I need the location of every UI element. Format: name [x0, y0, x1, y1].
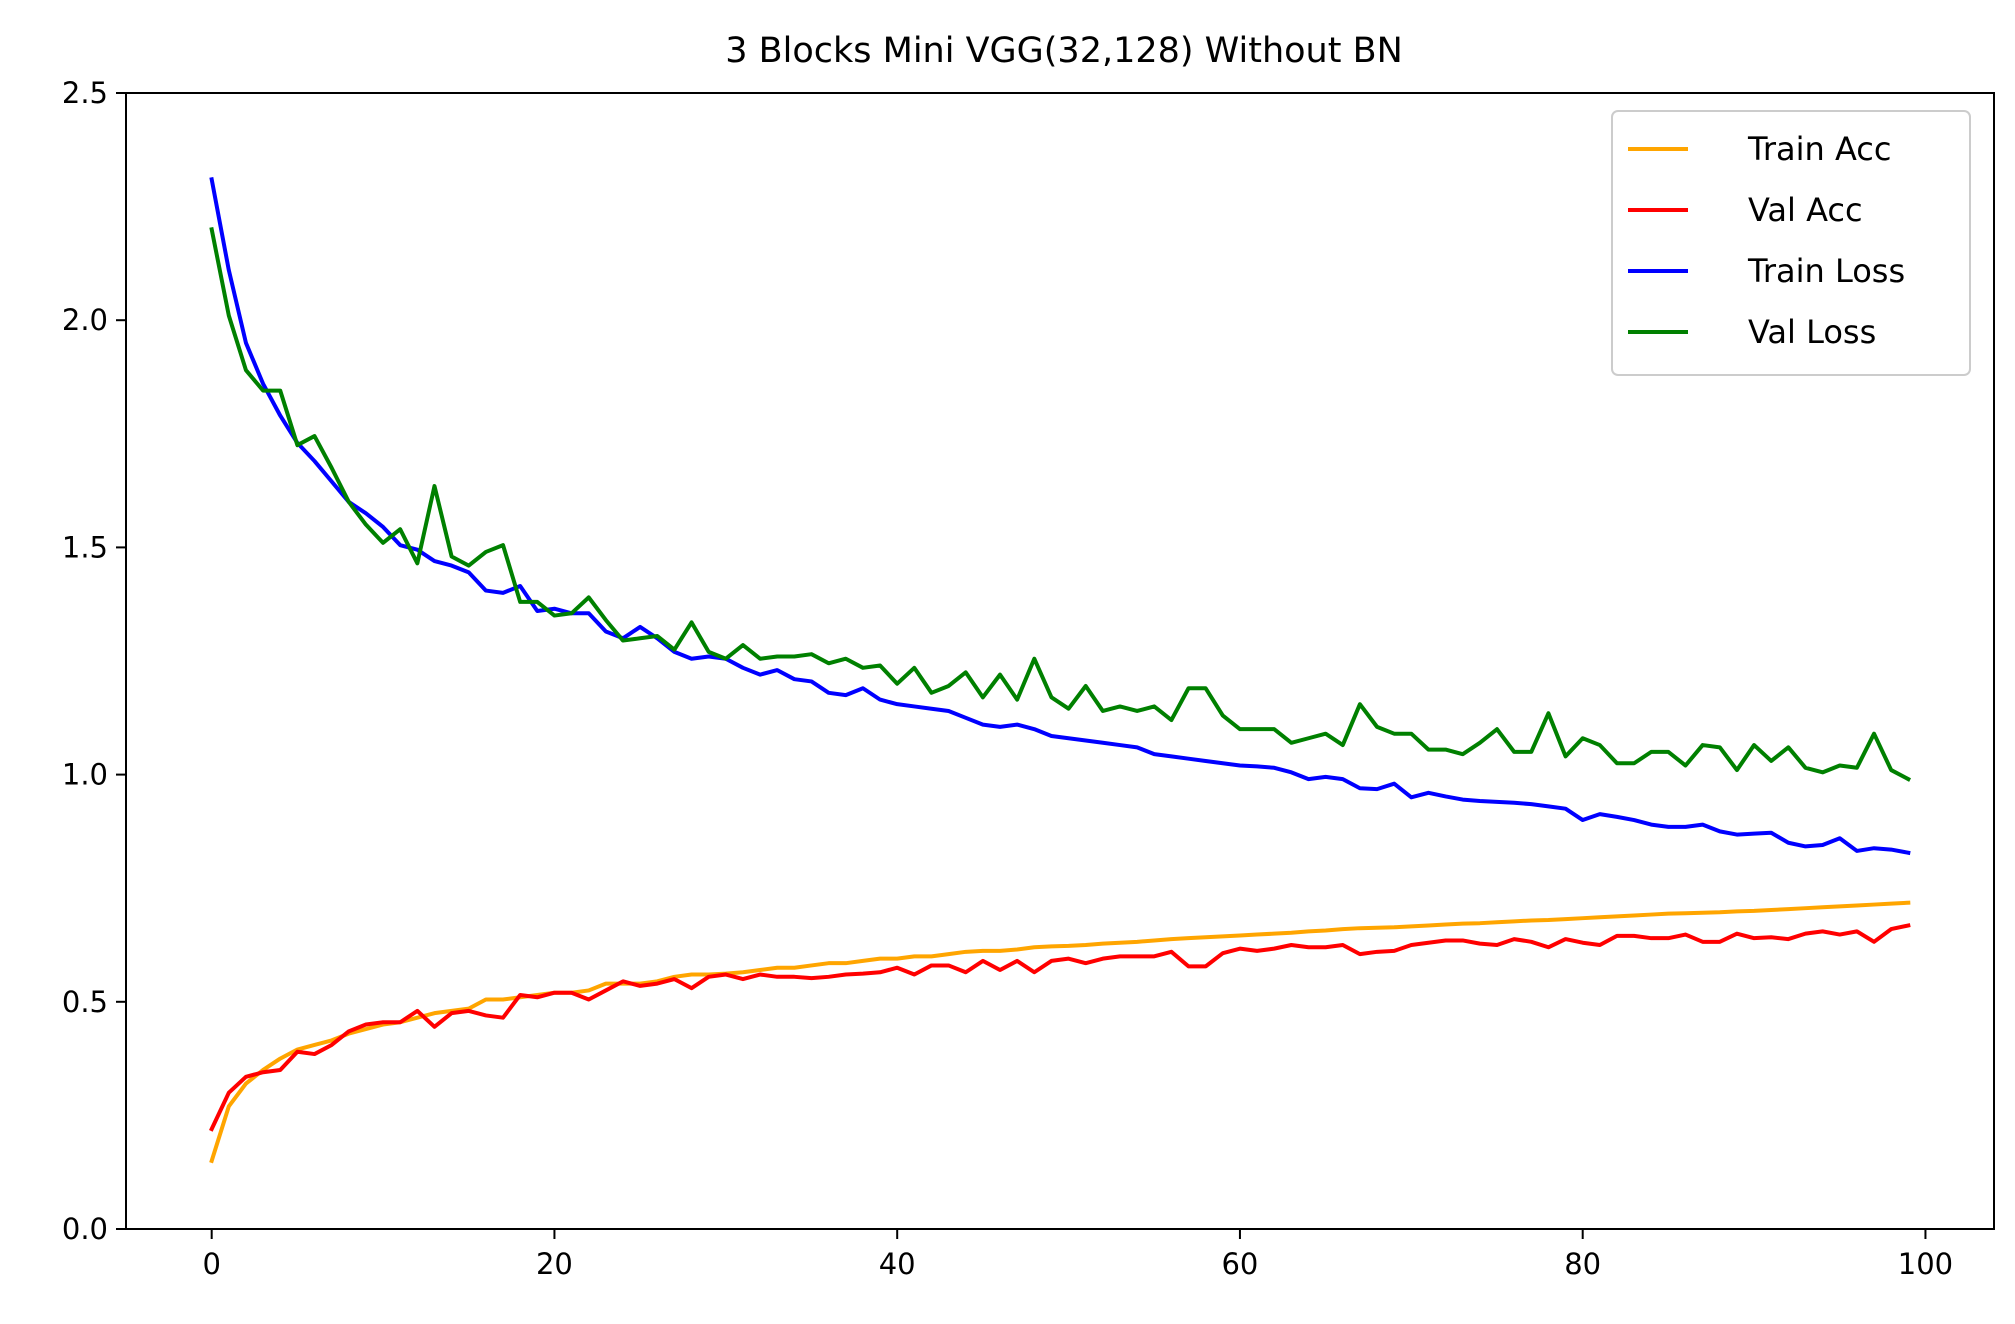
plot-area [209, 177, 1912, 1164]
y-tick-label: 1.0 [62, 758, 108, 792]
x-tick-label: 100 [1898, 1247, 1953, 1281]
chart-title: 3 Blocks Mini VGG(32,128) Without BN [725, 31, 1403, 71]
series-line-val-loss [209, 226, 1912, 782]
y-tick-label: 2.0 [62, 303, 108, 337]
axes: 0 20 40 60 80 100 0.0 0.5 1.0 1.5 2.0 2.5 [62, 76, 1995, 1281]
legend-box [1611, 110, 1971, 376]
legend-label-val-acc: Val Acc [1748, 191, 1863, 229]
x-tick-label: 20 [536, 1247, 573, 1281]
x-tick-label: 40 [879, 1247, 916, 1281]
x-tick-label: 80 [1564, 1247, 1601, 1281]
series-line-train-loss [209, 177, 1911, 856]
y-tick-label: 0.5 [62, 985, 108, 1019]
y-tick-label: 2.5 [62, 76, 108, 110]
x-tick-label: 0 [202, 1247, 220, 1281]
plot-frame [125, 92, 1995, 1230]
y-tick-label: 1.5 [62, 530, 108, 564]
series-line-val-acc [209, 923, 1911, 1132]
legend-label-train-acc: Train Acc [1747, 130, 1891, 168]
legend-label-val-loss: Val Loss [1748, 313, 1876, 351]
y-tick-label: 0.0 [62, 1212, 108, 1246]
series-line-train-acc [209, 900, 1911, 1164]
legend-label-train-loss: Train Loss [1747, 252, 1905, 290]
x-tick-label: 60 [1221, 1247, 1258, 1281]
legend: Train Acc Val Acc Train Loss Val Loss [1611, 110, 1971, 376]
